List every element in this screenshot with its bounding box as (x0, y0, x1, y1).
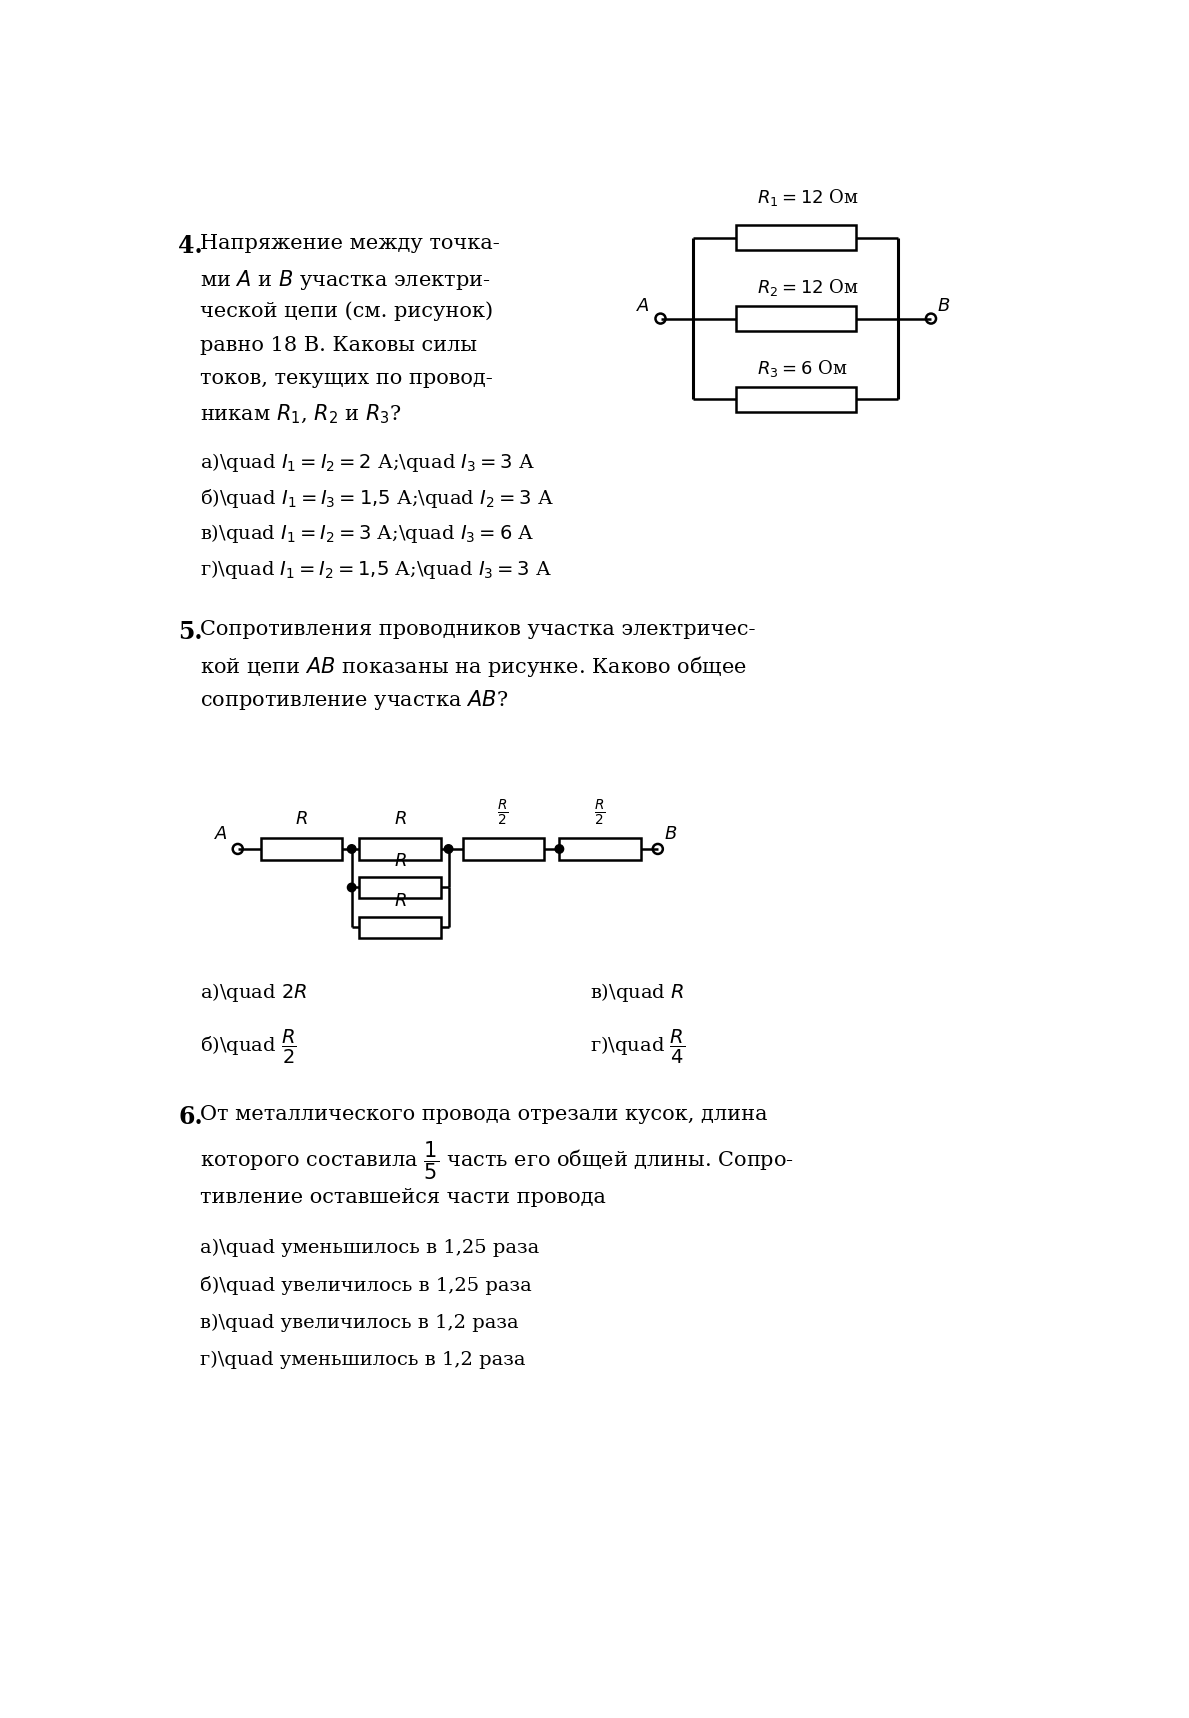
Text: $R_1 = 12$ Ом: $R_1 = 12$ Ом (757, 187, 858, 208)
Text: $R_2 = 12$ Ом: $R_2 = 12$ Ом (757, 277, 858, 299)
Text: токов, текущих по провод-: токов, текущих по провод- (200, 369, 492, 388)
Text: тивление оставшейся части провода: тивление оставшейся части провода (200, 1189, 605, 1208)
Text: $R$: $R$ (394, 811, 407, 828)
Text: $R$: $R$ (394, 892, 407, 911)
Text: г)\quad $I_1 = I_2 = 1{,}5$ А;\quad $I_3 = 3$ А: г)\quad $I_1 = I_2 = 1{,}5$ А;\quad $I_3… (200, 558, 552, 581)
Text: в)\quad увеличилось в 1,2 раза: в)\quad увеличилось в 1,2 раза (200, 1314, 518, 1331)
Text: никам $R_1$, $R_2$ и $R_3$?: никам $R_1$, $R_2$ и $R_3$? (200, 404, 402, 426)
Text: $R_3 = 6$ Ом: $R_3 = 6$ Ом (757, 357, 848, 380)
Text: $B$: $B$ (663, 825, 678, 844)
Bar (736, 306, 856, 332)
Text: а)\quad уменьшилось в 1,25 раза: а)\quad уменьшилось в 1,25 раза (200, 1239, 539, 1258)
Bar (463, 838, 543, 859)
Text: От металлического провода отрезали кусок, длина: От металлического провода отрезали кусок… (200, 1105, 767, 1124)
Text: $A$: $A$ (636, 297, 649, 314)
Text: в)\quad $R$: в)\quad $R$ (591, 981, 685, 1003)
Text: $A$: $A$ (214, 825, 228, 844)
Text: Напряжение между точка-: Напряжение между точка- (200, 234, 499, 253)
Text: г)\quad уменьшилось в 1,2 раза: г)\quad уменьшилось в 1,2 раза (200, 1350, 526, 1369)
Bar (559, 838, 641, 859)
Bar (359, 917, 441, 938)
Text: кой цепи $AB$ показаны на рисунке. Каково общее: кой цепи $AB$ показаны на рисунке. Каков… (200, 655, 747, 679)
Text: $B$: $B$ (937, 297, 950, 314)
Text: которого составила $\dfrac{1}{5}$ часть его общей длины. Сопро-: которого составила $\dfrac{1}{5}$ часть … (200, 1139, 794, 1182)
Text: равно 18 В. Каковы силы: равно 18 В. Каковы силы (200, 335, 477, 354)
Text: $\frac{R}{2}$: $\frac{R}{2}$ (497, 799, 509, 828)
Text: а)\quad $2R$: а)\quad $2R$ (200, 981, 307, 1003)
Bar (359, 876, 441, 899)
Circle shape (555, 845, 564, 854)
Circle shape (347, 845, 356, 854)
Text: $R$: $R$ (394, 852, 407, 869)
Circle shape (347, 883, 356, 892)
Bar (736, 387, 856, 412)
Bar (262, 838, 342, 859)
Text: $\frac{R}{2}$: $\frac{R}{2}$ (594, 799, 606, 828)
Text: 4.: 4. (178, 234, 202, 258)
Text: 6.: 6. (178, 1105, 202, 1129)
Text: б)\quad $I_1 = I_3 = 1{,}5$ А;\quad $I_2 = 3$ А: б)\quad $I_1 = I_3 = 1{,}5$ А;\quad $I_2… (200, 486, 554, 510)
Text: г)\quad $\dfrac{R}{4}$: г)\quad $\dfrac{R}{4}$ (591, 1027, 686, 1067)
Text: ческой цепи (см. рисунок): ческой цепи (см. рисунок) (200, 302, 493, 321)
Text: сопротивление участка $AB$?: сопротивление участка $AB$? (200, 687, 508, 711)
Bar (736, 225, 856, 251)
Bar (359, 838, 441, 859)
Text: б)\quad $\dfrac{R}{2}$: б)\quad $\dfrac{R}{2}$ (200, 1027, 296, 1067)
Text: 5.: 5. (178, 620, 202, 644)
Text: $R$: $R$ (295, 811, 308, 828)
Text: в)\quad $I_1 = I_2 = 3$ А;\quad $I_3 = 6$ А: в)\quad $I_1 = I_2 = 3$ А;\quad $I_3 = 6… (200, 522, 534, 545)
Text: б)\quad увеличилось в 1,25 раза: б)\quad увеличилось в 1,25 раза (200, 1276, 531, 1295)
Text: а)\quad $I_1 = I_2 = 2$ А;\quad $I_3 = 3$ А: а)\quad $I_1 = I_2 = 2$ А;\quad $I_3 = 3… (200, 452, 535, 474)
Text: ми $A$ и $B$ участка электри-: ми $A$ и $B$ участка электри- (200, 268, 490, 292)
Circle shape (445, 845, 453, 854)
Text: Сопротивления проводников участка электричес-: Сопротивления проводников участка электр… (200, 620, 755, 639)
